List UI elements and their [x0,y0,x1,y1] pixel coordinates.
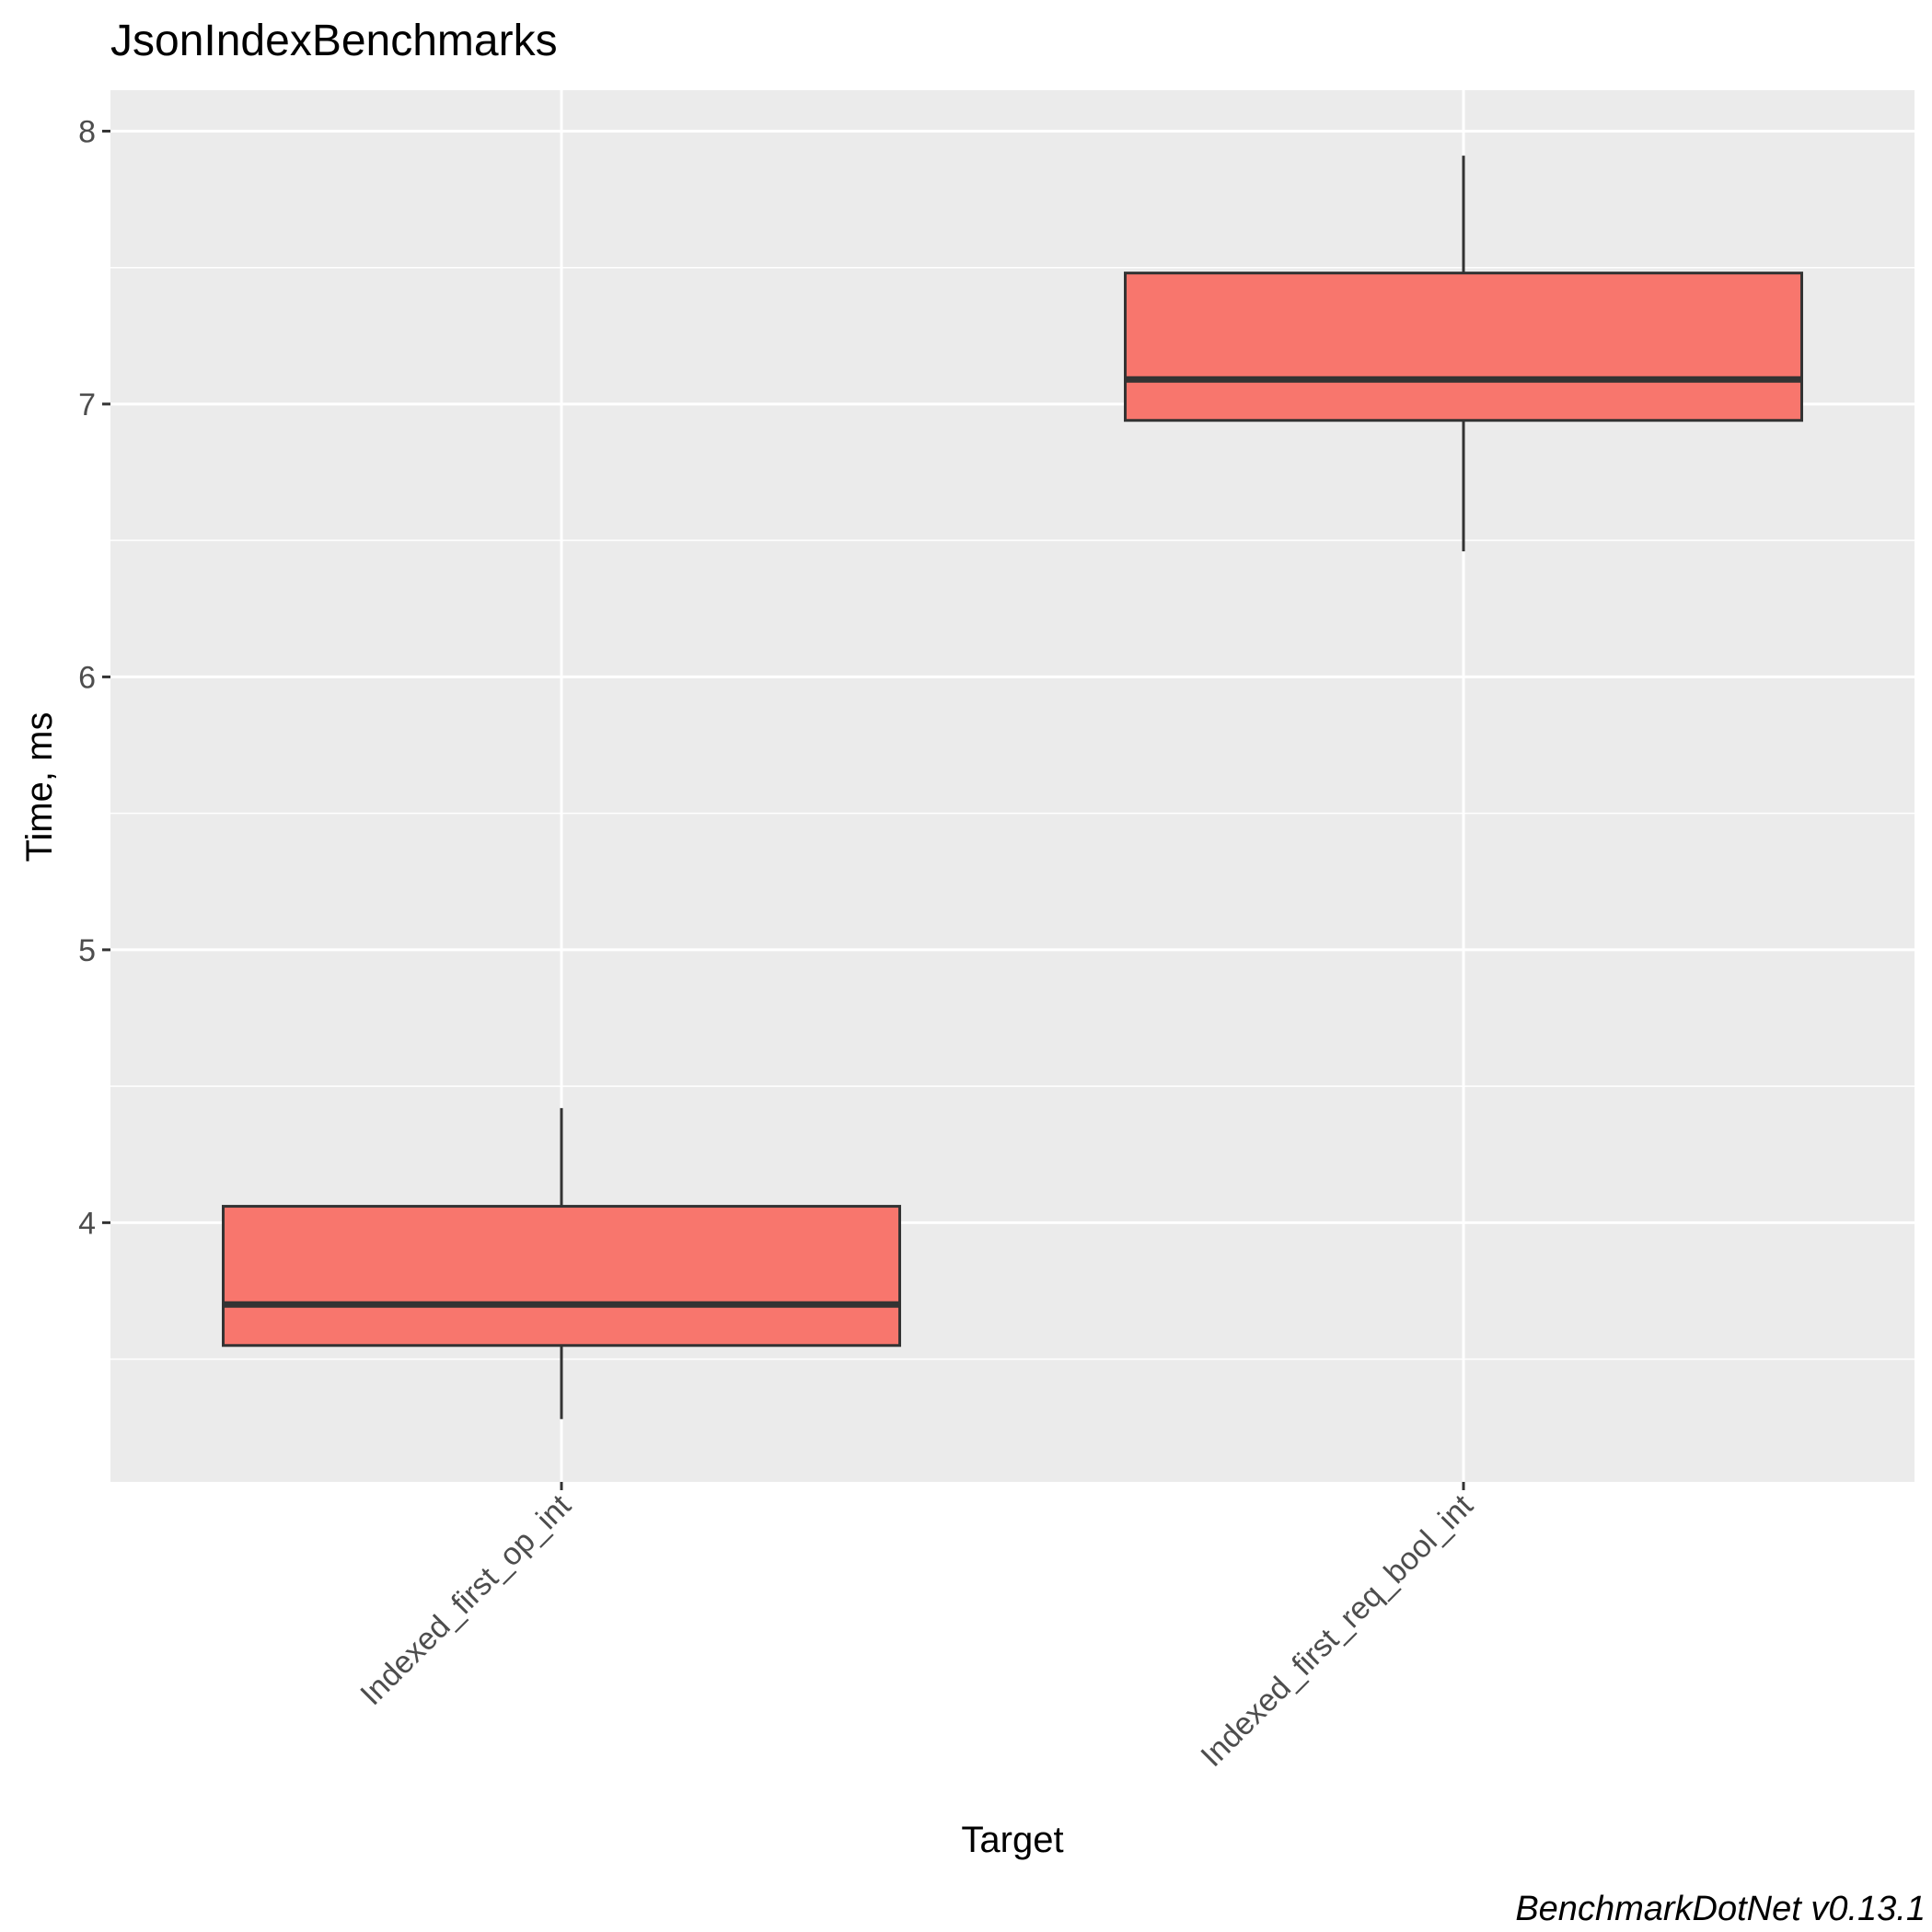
chart-caption: BenchmarkDotNet v0.13.1 [1515,1890,1926,1928]
y-tick-label: 4 [78,1206,96,1241]
iqr-box [222,1205,901,1348]
x-axis-title: Target [961,1820,1063,1860]
y-tick-label: 6 [78,660,96,695]
chart-title: JsonIndexBenchmarks [110,17,558,65]
y-tick-label: 5 [78,933,96,968]
y-tick-label: 8 [78,114,96,149]
iqr-box [1124,272,1803,422]
box-1 [1124,156,1803,552]
x-tick-label: Indexed_first_op_int [353,1487,578,1712]
y-axis-title: Time, ms [19,712,60,862]
y-axis: 4 5 6 7 8 [78,114,110,1241]
box-layer [222,156,1803,1419]
y-tick-label: 7 [78,388,96,422]
box-0 [222,1107,901,1419]
x-tick-label: Indexed_first_req_bool_int [1194,1487,1480,1774]
x-axis: Indexed_first_op_int Indexed_first_req_bo… [353,1482,1480,1774]
